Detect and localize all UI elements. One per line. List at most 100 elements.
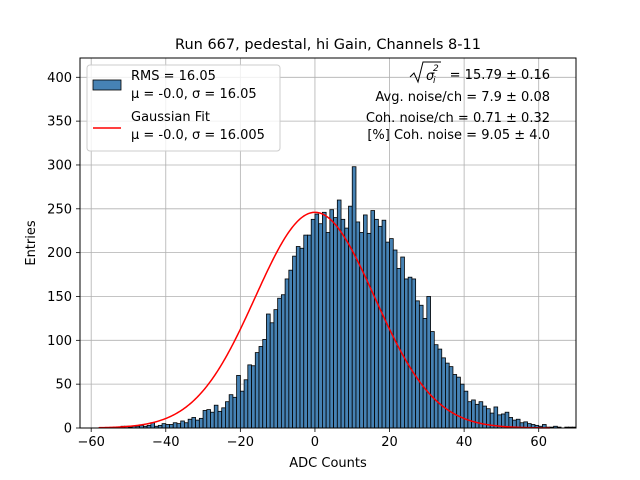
histogram-bar (452, 374, 458, 429)
histogram-bar (385, 241, 390, 429)
histogram-bar (307, 234, 312, 429)
chart-title: Run 667, pedestal, hi Gain, Channels 8-1… (175, 37, 481, 53)
histogram-bar (169, 424, 174, 429)
histogram-bar (459, 383, 465, 429)
legend-box (86, 64, 281, 152)
histogram-bar (404, 278, 409, 429)
histogram-bar (463, 390, 469, 429)
histogram-bar (422, 318, 428, 429)
coh-noise-text: Coh. noise/ch = 0.71 ± 0.32 (366, 111, 550, 126)
x-tick-label: 0 (311, 435, 319, 450)
histogram-bar (411, 278, 417, 429)
histogram-bar (493, 406, 499, 429)
legend-label-fit: Gaussian Fit (131, 110, 210, 125)
y-tick-label: 200 (47, 246, 72, 261)
y-axis-label: Entries (24, 220, 39, 266)
x-tick-label: 40 (456, 435, 473, 450)
y-tick-label: 250 (47, 202, 72, 217)
histogram-bar (292, 255, 297, 429)
histogram-bar (269, 322, 275, 429)
histogram-bar (471, 399, 476, 429)
histogram-bar (161, 423, 167, 429)
histogram-bar (191, 417, 197, 429)
legend-stats-fit: μ = -0.0, σ = 16.005 (131, 128, 265, 143)
y-tick-label: 150 (47, 290, 72, 305)
histogram-bar (318, 223, 323, 429)
histogram-bar (295, 246, 301, 429)
histogram-bar (400, 256, 405, 429)
histogram-bar (363, 214, 368, 429)
y-tick-label: 400 (47, 71, 72, 86)
histogram-bar (437, 348, 443, 429)
histogram-bar (232, 396, 238, 429)
histogram-bar (310, 218, 316, 429)
histogram-bar (370, 210, 376, 429)
histogram-bar (172, 422, 178, 429)
histogram-bar (299, 247, 305, 429)
histogram-bar (374, 218, 379, 429)
histogram-bar (273, 309, 279, 429)
histogram-bar (217, 410, 223, 429)
histogram-bar (228, 394, 234, 429)
histogram-bar (206, 409, 211, 429)
histogram-bar (351, 166, 357, 429)
histogram-bar (184, 422, 189, 429)
annotation-block: σ 2 i = 15.79 ± 0.16 Avg. noise/ch = 7.9… (366, 61, 550, 143)
histogram-bar (225, 401, 230, 429)
sqrt-sign (409, 61, 441, 84)
histogram-bar (202, 410, 208, 429)
histogram-bar (456, 376, 461, 429)
histogram-bar (243, 379, 249, 429)
sigma-glyph: σ (426, 69, 435, 84)
x-tick-label: −20 (227, 435, 254, 450)
x-tick-label: −40 (152, 435, 179, 450)
histogram-bar (407, 276, 413, 429)
histogram-bar (448, 366, 454, 429)
sigma-subscript: i (433, 76, 436, 86)
histogram-bar (247, 364, 252, 429)
histogram-bar (239, 390, 245, 429)
y-tick-label: 350 (47, 115, 72, 130)
histogram-bar (377, 225, 383, 429)
histogram-bar (280, 294, 286, 429)
histogram-bar (426, 296, 431, 429)
histogram-bar (418, 304, 424, 429)
histogram-bar (340, 218, 346, 429)
histogram-bar (262, 339, 267, 429)
histogram-bar (336, 199, 342, 429)
histogram-bar (430, 331, 435, 429)
y-tick-label: 0 (64, 422, 72, 437)
sigma-value: = 15.79 ± 0.16 (450, 68, 550, 83)
x-tick-label: −60 (77, 435, 104, 450)
gaussian-fit-layer (98, 211, 550, 429)
histogram-bar (415, 300, 420, 429)
histogram-bar (198, 417, 204, 429)
histogram-bar (288, 269, 293, 429)
histogram-bar (467, 401, 472, 429)
histogram-bar (381, 219, 387, 429)
x-tick-label: 20 (381, 435, 398, 450)
histogram-bar (254, 352, 260, 429)
x-axis-ticks: −60 −40 −20 0 20 40 60 (77, 428, 547, 450)
histogram-bar (187, 418, 193, 429)
sigma-superscript: 2 (433, 64, 439, 74)
coh-noise-pct-text: [%] Coh. noise = 9.05 ± 4.0 (367, 128, 550, 143)
histogram-bar (329, 209, 334, 429)
histogram-bar (433, 344, 439, 429)
histogram-bar (474, 403, 480, 429)
histogram-bar (210, 411, 215, 429)
histogram-bar (322, 211, 327, 429)
histogram-bar (333, 217, 338, 429)
gaussian-fit-curve (98, 211, 550, 429)
avg-noise-text: Avg. noise/ch = 7.9 ± 0.08 (375, 90, 550, 105)
y-tick-label: 50 (55, 378, 72, 393)
histogram-bar (504, 411, 510, 429)
legend-swatch-histogram (92, 79, 122, 91)
histogram-bar (441, 357, 446, 429)
histogram-bar (348, 205, 353, 429)
histogram-bar (325, 232, 331, 429)
histogram-bar (236, 374, 241, 429)
legend-stats-histogram: μ = -0.0, σ = 16.05 (131, 87, 257, 102)
histogram-bar (176, 423, 182, 429)
